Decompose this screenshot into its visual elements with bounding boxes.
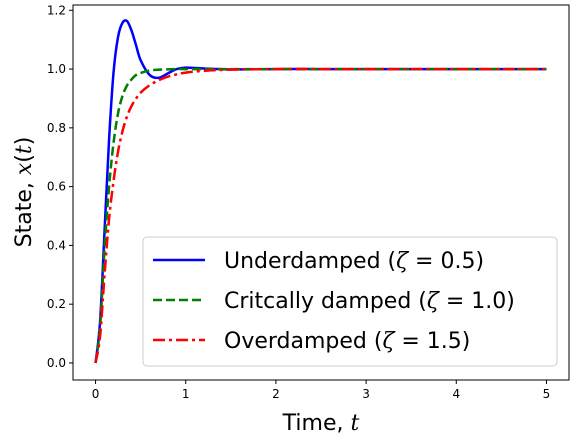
x-tick-label: 5	[543, 387, 551, 401]
axes-frame	[72, 4, 570, 381]
x-tick-label: 4	[452, 387, 460, 401]
legend-label-critically-damped: Critcally damped (ζ = 1.0)	[224, 289, 515, 314]
y-tick-label: 0.8	[47, 121, 66, 135]
legend-label-underdamped: Underdamped (ζ = 0.5)	[224, 249, 484, 274]
x-tick-label: 3	[362, 387, 370, 401]
legend-label-overdamped: Overdamped (ζ = 1.5)	[224, 329, 470, 354]
legend-entry-critically-damped: Critcally damped (ζ = 1.0)	[153, 289, 515, 314]
y-tick-label: 0.4	[47, 238, 66, 252]
ticks-layer: 0 1 2 3 4 5 0.0 0.2 0.4 0.6 0.8 1.0 1.2	[47, 3, 550, 401]
y-tick-label: 1.0	[47, 62, 66, 76]
y-tick-label: 0.6	[47, 180, 66, 194]
x-tick-label: 0	[92, 387, 100, 401]
y-axis-label: State, x(t)	[12, 137, 37, 248]
legend-entry-overdamped: Overdamped (ζ = 1.5)	[153, 329, 470, 354]
x-tick-label: 2	[272, 387, 280, 401]
x-axis-label: Time, t	[282, 411, 360, 436]
y-tick-label: 1.2	[47, 3, 66, 17]
plot-area	[72, 4, 570, 381]
series-layer	[94, 19, 547, 364]
y-tick-label: 0.2	[47, 297, 66, 311]
legend: Underdamped (ζ = 0.5) Critcally damped (…	[142, 236, 558, 367]
legend-box	[142, 236, 558, 367]
series-line-critically-damped	[94, 67, 547, 364]
x-tick-label: 1	[182, 387, 190, 401]
legend-entry-underdamped: Underdamped (ζ = 0.5)	[153, 249, 484, 274]
y-tick-label: 0.0	[47, 356, 66, 370]
